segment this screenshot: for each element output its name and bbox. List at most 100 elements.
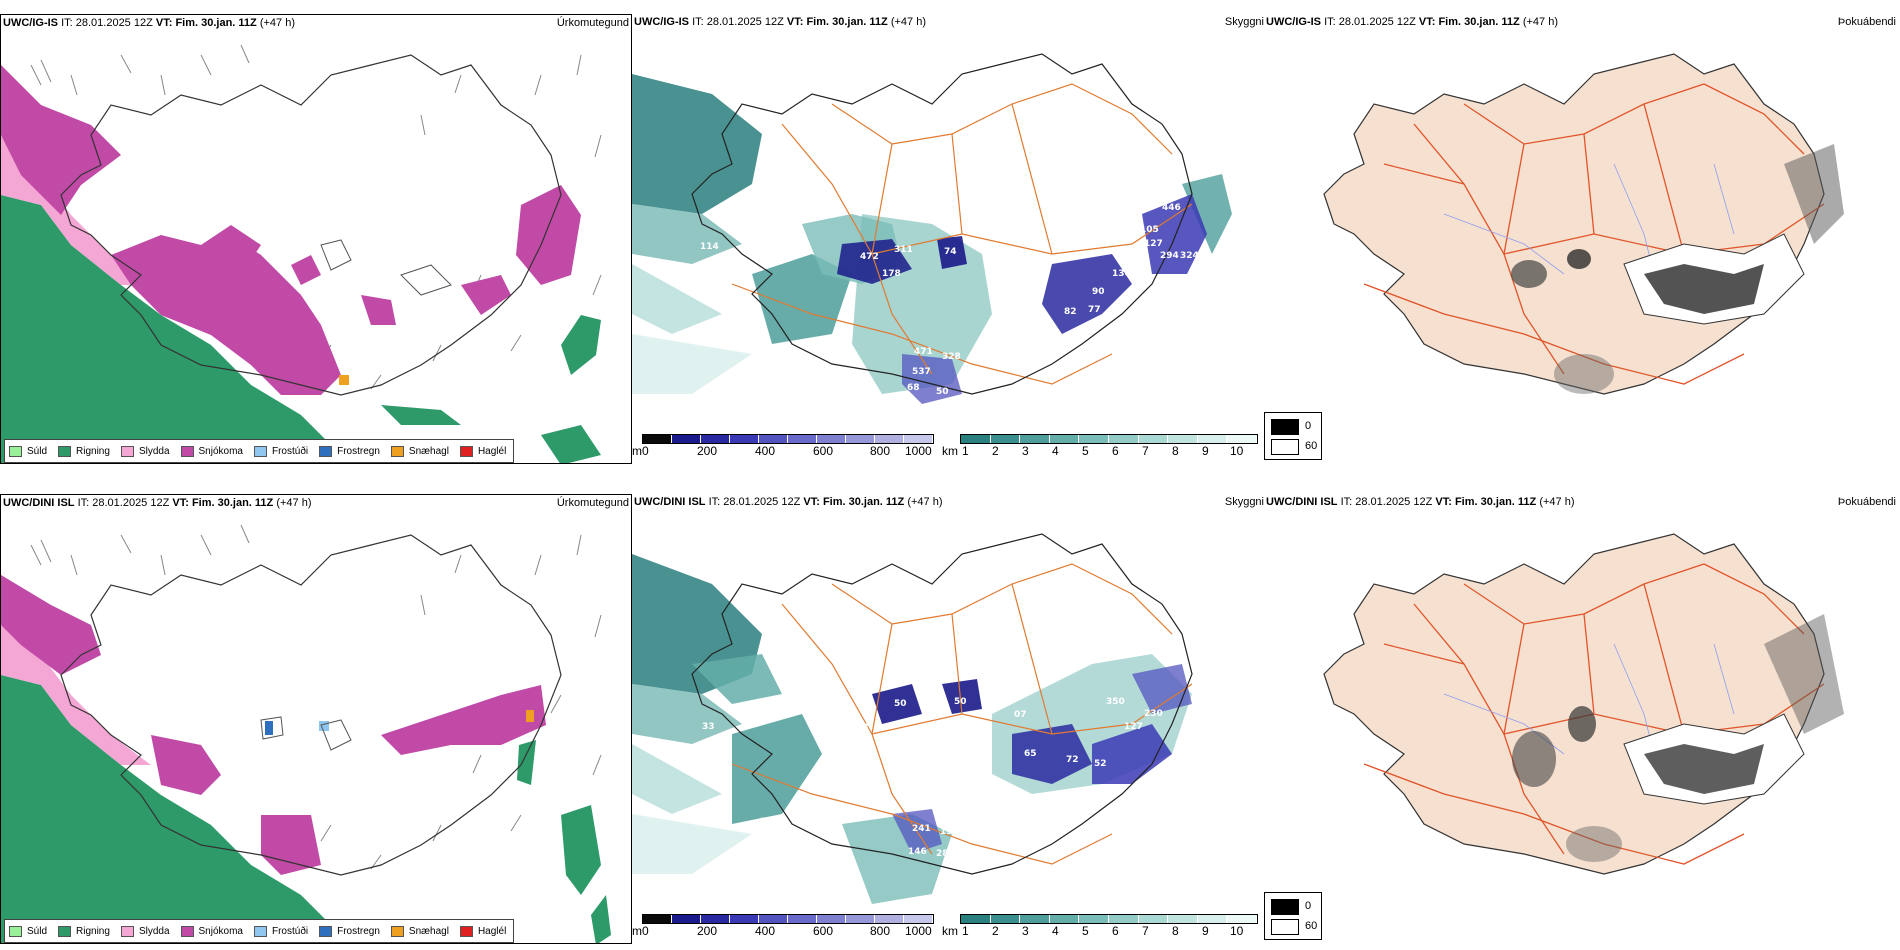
cloud-base-value: 129	[1012, 267, 1031, 277]
colorbar-tick: 800	[870, 444, 891, 458]
cloud-base-value: 52	[1094, 759, 1107, 769]
colorbar-tick: 9	[1202, 444, 1209, 458]
colorbar-tick: 5	[1082, 924, 1089, 938]
colorbar-tick: 4	[1052, 444, 1059, 458]
fog-map	[1323, 53, 1844, 395]
fog-legend-row2: 0 60	[1264, 892, 1322, 940]
cloud-base-value: 68	[907, 383, 920, 393]
precip-type-legend: Súld Rigning Slydda Snjókoma Frostúði Fr…	[4, 919, 515, 943]
colorbar-tick: 6	[1112, 924, 1119, 938]
cloud-base-value: 324	[1180, 251, 1199, 261]
panel-field-name: Úrkomutegund	[556, 17, 629, 29]
colorbar-tick: 200	[697, 924, 718, 938]
colorbar-tick: 1	[962, 924, 969, 938]
cloud-base-value: 127	[1124, 722, 1143, 732]
ceiling-colorbar: m 0 200 400 600 800 1000	[632, 434, 937, 464]
colorbar-tick: 400	[755, 924, 776, 938]
cloud-base-value: 223	[760, 817, 779, 827]
visibility-panel-row1: 472 311 178 74 129 90 130 105 127 446 29…	[632, 14, 1264, 464]
cloud-base-value: 65	[1024, 749, 1037, 759]
legend-item: Rigning	[58, 925, 110, 937]
legend-item: Snæhagl	[390, 925, 449, 937]
colorbar-tick: 5	[1082, 444, 1089, 458]
cloud-base-value: 311	[894, 245, 913, 255]
cloud-base-value: 294	[1160, 251, 1179, 261]
legend-item: Haglél	[459, 925, 506, 937]
colorbar-unit: km	[942, 444, 958, 458]
ceiling-colorbar: m 0 200 400 600 800 1000	[632, 914, 937, 944]
panel-title: UWC/IG-IS IT: 28.01.2025 12Z VT: Fim. 30…	[634, 16, 926, 28]
colorbar-tick: 10	[1230, 444, 1244, 458]
legend-item: Slydda	[120, 925, 170, 937]
cloud-base-value: 33	[702, 722, 715, 732]
colorbar-tick: 600	[813, 924, 834, 938]
panel-field-name: Úrkomutegund	[556, 497, 629, 509]
cloud-base-value: 472	[860, 252, 879, 262]
panel-title: UWC/IG-IS IT: 28.01.2025 12Z VT: Fim. 30…	[1266, 16, 1558, 28]
colorbar-tick: 2	[992, 924, 999, 938]
legend-item: Frostregn	[319, 445, 380, 457]
panel-title: UWC/DINI ISL IT: 28.01.2025 12Z VT: Fim.…	[1266, 496, 1575, 508]
fog-legend-label: 0	[1305, 420, 1312, 432]
colorbar-tick: 200	[697, 444, 718, 458]
fog-panel-row1: UWC/IG-IS IT: 28.01.2025 12Z VT: Fim. 30…	[1264, 14, 1900, 464]
cloud-base-value: 130	[1112, 269, 1131, 279]
colorbar-tick: 0	[642, 924, 649, 938]
precip-type-legend: Súld Rigning Slydda Snjókoma Frostúði Fr…	[4, 439, 515, 463]
fog-map	[1323, 533, 1844, 875]
visibility-colorbar: km 1 2 3 4 5 6 7 8 9 10	[942, 434, 1260, 464]
colorbar-tick: 3	[1022, 924, 1029, 938]
cloud-base-labels: 50 50 88 65 72 350 230 127 52 241 118 19…	[702, 697, 1163, 859]
cloud-base-value: 350	[1106, 697, 1125, 707]
panel-field-name: Skyggni	[1224, 16, 1264, 28]
colorbar-tick: 1	[962, 444, 969, 458]
precip-type-map	[1, 44, 602, 463]
colorbar-unit: m	[632, 924, 642, 938]
visibility-map: 50 50 88 65 72 350 230 127 52 241 118 19…	[632, 533, 1193, 904]
colorbar-tick: 7	[1142, 924, 1149, 938]
fog-legend-row1: 0 60	[1264, 412, 1322, 460]
legend-item: Frostúði	[253, 445, 308, 457]
cloud-base-value: 230	[1144, 709, 1163, 719]
precip-type-panel-row2: UWC/DINI ISL IT: 28.01.2025 12Z VT: Fim.…	[0, 494, 632, 944]
colorbar-tick: 4	[1052, 924, 1059, 938]
colorbar-unit: m	[632, 444, 642, 458]
fog-legend-label: 60	[1305, 920, 1318, 932]
panel-title: UWC/DINI ISL IT: 28.01.2025 12Z VT: Fim.…	[3, 497, 312, 509]
colorbar-tick: 400	[755, 444, 776, 458]
colorbar-tick: 600	[813, 444, 834, 458]
fog-panel-row2: UWC/DINI ISL IT: 28.01.2025 12Z VT: Fim.…	[1264, 494, 1900, 944]
legend-item: Súld	[9, 925, 47, 937]
legend-item: Haglél	[459, 445, 506, 457]
legend-item: Rigning	[58, 445, 110, 457]
cloud-base-value: 198	[940, 827, 959, 837]
colorbar-tick: 6	[1112, 444, 1119, 458]
colorbar-tick: 1000	[905, 924, 932, 938]
cloud-base-value: 88	[856, 723, 869, 733]
cloud-base-value: 74	[760, 347, 773, 357]
cloud-base-value: 105	[1140, 225, 1159, 235]
colorbar-tick: 8	[1172, 924, 1179, 938]
colorbar-unit: km	[942, 924, 958, 938]
legend-item: Snjókoma	[180, 925, 243, 937]
colorbar-tick: 1000	[905, 444, 932, 458]
cloud-base-value: 178	[882, 269, 901, 279]
visibility-map: 472 311 178 74 129 90 130 105 127 446 29…	[632, 53, 1232, 412]
cloud-base-value: 471	[914, 347, 933, 357]
panel-field-name: Þokuábendi	[1837, 496, 1896, 508]
cloud-base-value: 77	[1088, 305, 1101, 315]
colorbar-tick: 7	[1142, 444, 1149, 458]
colorbar-tick: 0	[642, 444, 649, 458]
colorbar-tick: 3	[1022, 444, 1029, 458]
cloud-base-value: 53	[1064, 337, 1077, 347]
panel-title: UWC/IG-IS IT: 28.01.2025 12Z VT: Fim. 30…	[3, 17, 295, 29]
cloud-base-value: 127	[1144, 239, 1163, 249]
colorbar-tick: 2	[992, 444, 999, 458]
visibility-panel-row2: 50 50 88 65 72 350 230 127 52 241 118 19…	[632, 494, 1264, 944]
legend-item: Frostregn	[319, 925, 380, 937]
colorbar-tick: 9	[1202, 924, 1209, 938]
panel-field-name: Skyggni	[1224, 496, 1264, 508]
cloud-base-value: 320	[642, 402, 661, 412]
legend-item: Snæhagl	[390, 445, 449, 457]
fog-legend-label: 0	[1305, 900, 1312, 912]
